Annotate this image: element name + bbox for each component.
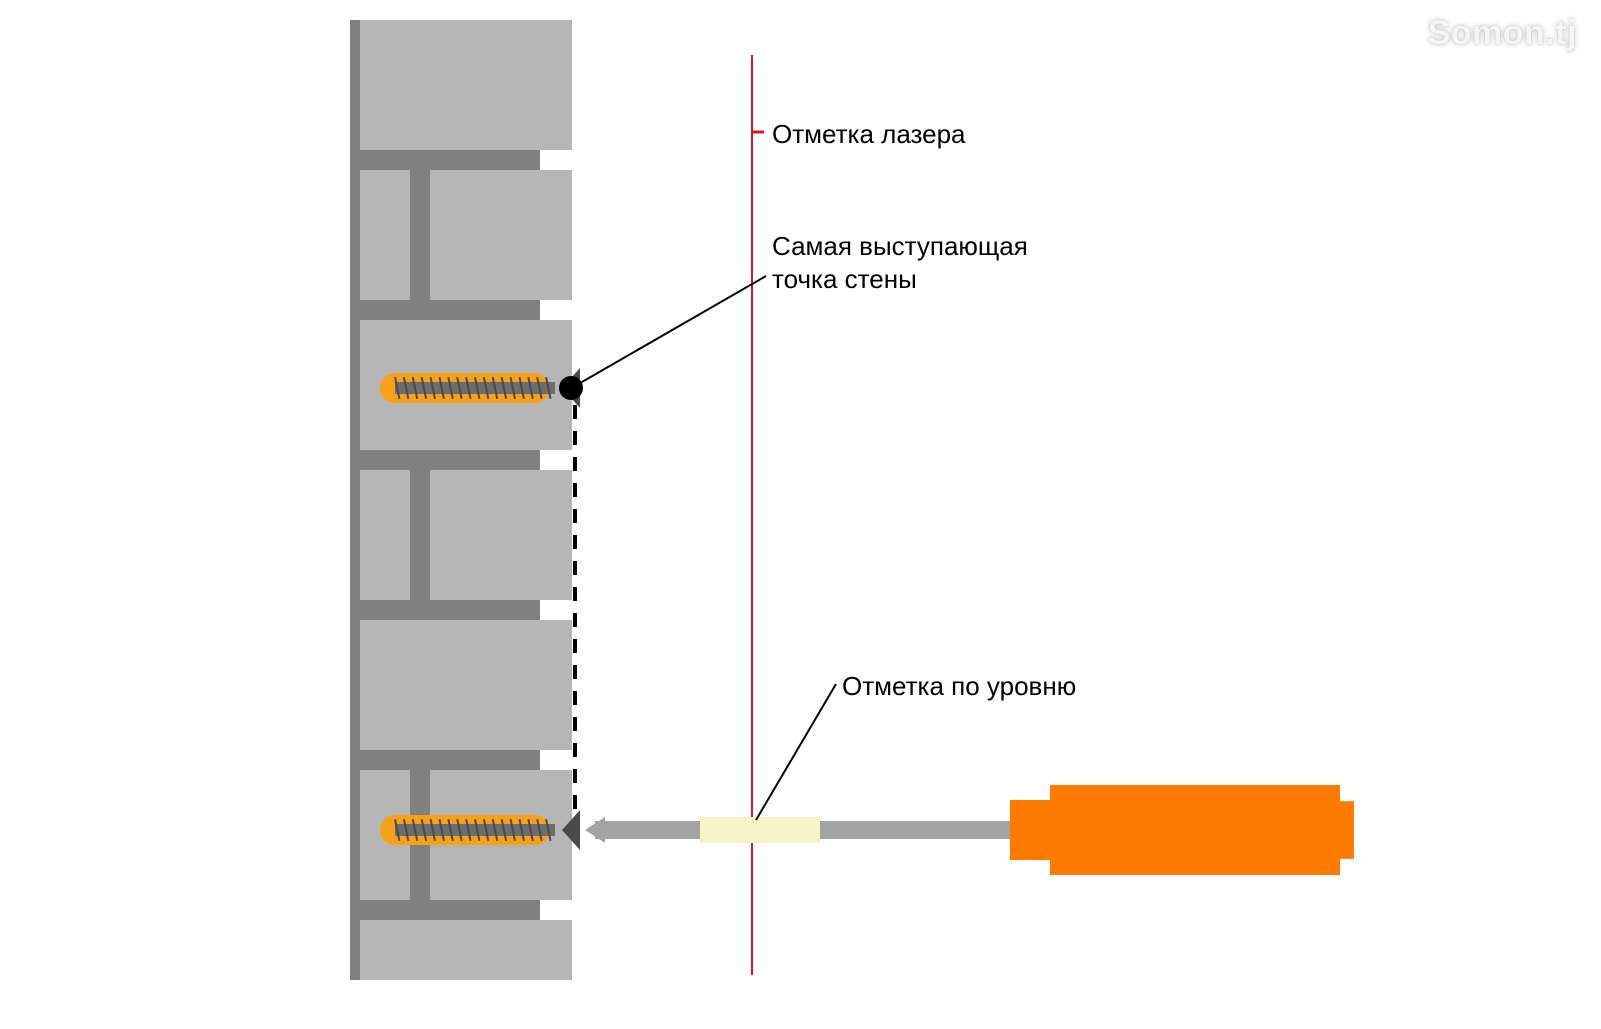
label-point: Самая выступающая точка стены [772,230,1028,295]
label-level: Отметка по уровню [842,670,1076,703]
diagram-svg [0,0,1601,1029]
label-laser: Отметка лазера [772,118,966,151]
watermark: Somon.tj [1428,14,1577,53]
